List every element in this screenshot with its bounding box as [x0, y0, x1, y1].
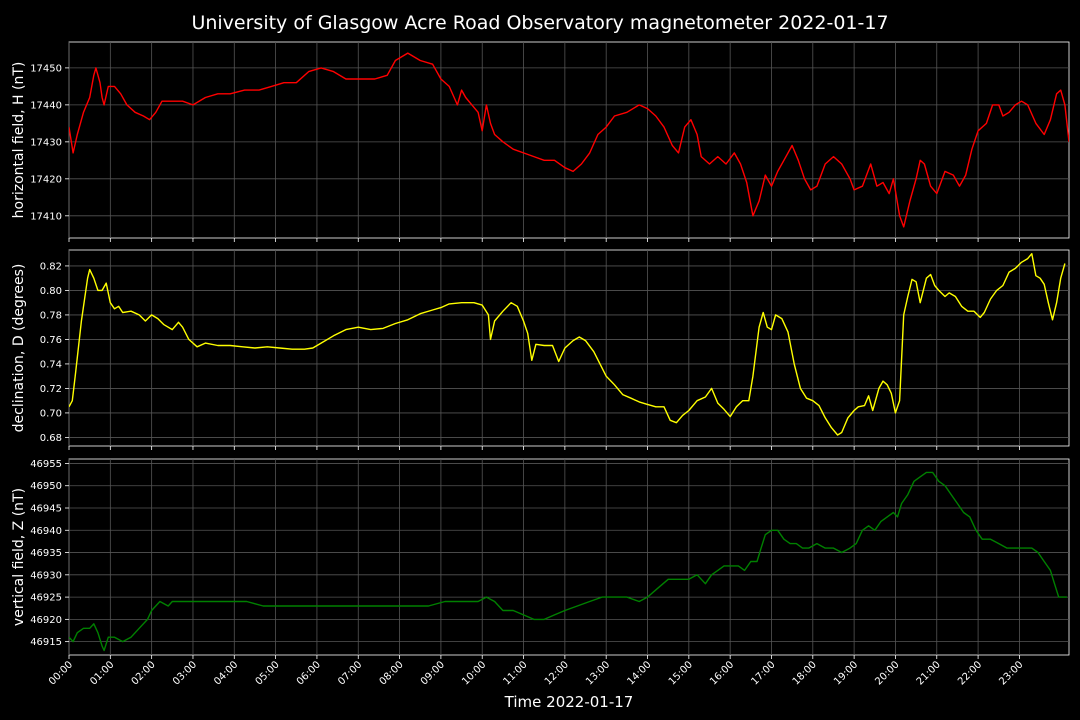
y-tick-label: 0.70 — [40, 408, 62, 419]
y-tick-label: 0.72 — [40, 384, 62, 395]
series-line-2-1 — [69, 252, 1066, 436]
series-line-3-1 — [69, 471, 1067, 652]
panel-2: 0.68 0.70 0.72 0.74 0.76 0.78 0.80 0.82 declinat… — [11, 249, 1070, 450]
y-tick-label: 0.80 — [40, 286, 62, 297]
y-tick-label: 17450 — [30, 63, 62, 74]
y-axis-label: horizontal field, H (nT) — [11, 62, 27, 219]
y-tick-label: 46920 — [30, 615, 62, 626]
y-tick-label: 46945 — [30, 504, 62, 515]
y-axis-label: declination, D (degrees) — [11, 264, 27, 433]
panel-3: 46915 46920 46925 46930 46935 46940 46945 46950… — [11, 458, 1070, 659]
y-tick-label: 0.78 — [40, 310, 62, 321]
y-tick-label: 17420 — [30, 174, 62, 185]
y-tick-label: 46955 — [30, 459, 62, 470]
y-tick-label: 46935 — [30, 548, 62, 559]
panel-frame — [68, 249, 1070, 447]
y-tick-label: 0.82 — [40, 261, 62, 272]
y-tick-label: 0.68 — [40, 433, 62, 444]
chart-title: University of Glasgow Acre Road Observat… — [191, 12, 888, 34]
series-line-1-1 — [69, 52, 1069, 228]
x-axis-label: Time 2022-01-17 — [504, 693, 634, 711]
y-tick-label: 46950 — [30, 481, 62, 492]
y-tick-label: 46930 — [30, 570, 62, 581]
panel-frame — [68, 458, 1070, 656]
y-tick-label: 46925 — [30, 593, 62, 604]
panel-frame — [68, 41, 1070, 239]
y-tick-label: 0.76 — [40, 335, 62, 346]
y-tick-label: 17430 — [30, 137, 62, 148]
y-tick-label: 46915 — [30, 637, 62, 648]
y-tick-label: 17440 — [30, 100, 62, 111]
y-tick-label: 17410 — [30, 211, 62, 222]
y-axis-label: vertical field, Z (nT) — [11, 488, 27, 626]
y-tick-label: 0.74 — [40, 359, 62, 370]
y-tick-label: 46940 — [30, 526, 62, 537]
